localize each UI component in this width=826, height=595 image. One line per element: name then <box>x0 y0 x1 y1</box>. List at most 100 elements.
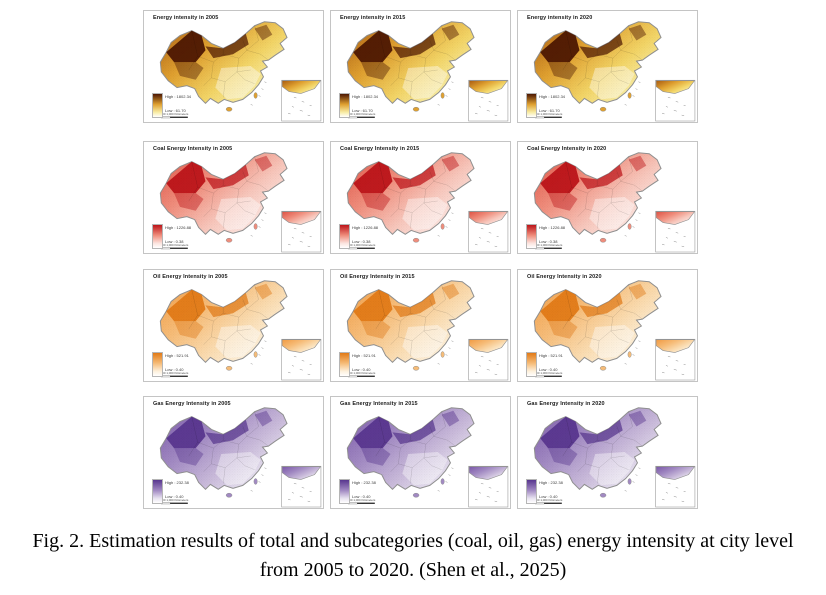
china-choropleth-map: 0 250 500 1,000 Kilometers <box>152 407 322 508</box>
scale-bar-label: 0 250 500 1,000 Kilometers <box>152 112 188 116</box>
china-choropleth-map: 0 250 500 1,000 Kilometers <box>526 280 696 381</box>
scale-bar-label: 0 250 500 1,000 Kilometers <box>526 371 562 375</box>
map-panel-total-energy-intensity-2015: 0 250 500 1,000 Kilometers Energy intens… <box>330 10 511 123</box>
legend-gradient-swatch <box>526 93 537 118</box>
taiwan-island <box>627 92 632 99</box>
hainan-island <box>225 237 233 243</box>
scale-bar-label: 0 250 500 1,000 Kilometers <box>526 112 562 116</box>
legend-gradient-swatch <box>152 224 163 249</box>
legend-high-label: High : 521.91 <box>539 353 563 358</box>
legend-low-label: Low : 0.40 <box>539 494 558 499</box>
choropleth-shading <box>534 152 662 235</box>
south-china-sea-inset <box>281 338 322 381</box>
map-legend: High : 1802.34 Low : 61.70 <box>152 92 216 119</box>
taiwan-island <box>627 351 632 358</box>
map-title: Coal Energy Intensity in 2015 <box>340 146 420 152</box>
legend-gradient-swatch <box>339 479 350 504</box>
map-title: Coal Energy Intensity in 2005 <box>153 146 233 152</box>
legend-high-label: High : 232.38 <box>165 480 189 485</box>
taiwan-island <box>627 478 632 485</box>
scale-bar-label: 0 250 500 1,000 Kilometers <box>526 498 562 502</box>
legend-gradient-swatch <box>339 93 350 118</box>
legend-high-label: High : 1802.34 <box>352 94 379 99</box>
map-title: Gas Energy Intensity in 2015 <box>340 401 418 407</box>
hainan-island <box>599 106 607 112</box>
scale-bar-label: 0 250 500 1,000 Kilometers <box>339 112 375 116</box>
hainan-island <box>599 492 607 498</box>
south-china-sea-inset <box>468 338 509 381</box>
legend-gradient-swatch <box>526 352 537 377</box>
legend-gradient-swatch <box>152 352 163 377</box>
legend-gradient-swatch <box>152 93 163 118</box>
figure-grid: 0 250 500 1,000 Kilometers Energy intens… <box>143 10 698 509</box>
legend-high-label: High : 232.38 <box>352 480 376 485</box>
legend-high-label: High : 521.91 <box>352 353 376 358</box>
map-panel-total-energy-intensity-2005: 0 250 500 1,000 Kilometers Energy intens… <box>143 10 324 123</box>
taiwan-island <box>440 92 445 99</box>
hainan-island <box>412 237 420 243</box>
choropleth-shading <box>160 21 288 104</box>
choropleth-shading <box>160 152 288 235</box>
legend-low-label: Low : 0.40 <box>165 367 184 372</box>
legend-gradient-swatch <box>526 224 537 249</box>
legend-gradient-swatch <box>152 479 163 504</box>
map-panel-gas-energy-intensity-2020: 0 250 500 1,000 Kilometers Gas Energy In… <box>517 396 698 509</box>
south-china-sea-inset <box>468 465 509 508</box>
caption-line-1: Fig. 2. Estimation results of total and … <box>32 530 794 552</box>
map-title: Energy intensity in 2005 <box>153 15 219 21</box>
scale-bar-label: 0 250 500 1,000 Kilometers <box>152 498 188 502</box>
map-panel-oil-energy-intensity-2020: 0 250 500 1,000 Kilometers Oil Energy In… <box>517 269 698 382</box>
map-panel-coal-energy-intensity-2005: 0 250 500 1,000 Kilometers Coal Energy I… <box>143 141 324 254</box>
map-legend: High : 1802.34 Low : 61.70 <box>339 92 403 119</box>
china-choropleth-map: 0 250 500 1,000 Kilometers <box>526 21 696 122</box>
legend-low-label: Low : 61.70 <box>165 108 186 113</box>
hainan-island <box>599 365 607 371</box>
map-panel-gas-energy-intensity-2015: 0 250 500 1,000 Kilometers Gas Energy In… <box>330 396 511 509</box>
china-choropleth-map: 0 250 500 1,000 Kilometers <box>152 280 322 381</box>
china-choropleth-map: 0 250 500 1,000 Kilometers <box>339 407 509 508</box>
choropleth-shading <box>347 280 475 363</box>
scale-bar-label: 0 250 500 1,000 Kilometers <box>152 371 188 375</box>
hainan-island <box>412 492 420 498</box>
caption-line-2: from 2005 to 2020. (Shen et al., 2025) <box>259 559 567 581</box>
legend-high-label: High : 521.91 <box>165 353 189 358</box>
choropleth-shading <box>534 407 662 490</box>
map-legend: High : 232.38 Low : 0.40 <box>339 478 403 505</box>
hainan-island <box>225 365 233 371</box>
south-china-sea-inset <box>655 465 696 508</box>
legend-low-label: Low : 0.38 <box>165 239 184 244</box>
south-china-sea-inset <box>468 210 509 253</box>
scale-bar-label: 0 250 500 1,000 Kilometers <box>526 243 562 247</box>
south-china-sea-inset <box>281 210 322 253</box>
map-panel-gas-energy-intensity-2005: 0 250 500 1,000 Kilometers Gas Energy In… <box>143 396 324 509</box>
map-legend: High : 232.38 Low : 0.40 <box>526 478 590 505</box>
china-choropleth-map: 0 250 500 1,000 Kilometers <box>339 280 509 381</box>
china-choropleth-map: 0 250 500 1,000 Kilometers <box>526 152 696 253</box>
legend-low-label: Low : 0.38 <box>352 239 371 244</box>
scale-bar-label: 0 250 500 1,000 Kilometers <box>339 498 375 502</box>
scale-bar-label: 0 250 500 1,000 Kilometers <box>152 243 188 247</box>
map-panel-coal-energy-intensity-2020: 0 250 500 1,000 Kilometers Coal Energy I… <box>517 141 698 254</box>
legend-high-label: High : 1226.88 <box>352 225 379 230</box>
legend-low-label: Low : 61.70 <box>539 108 560 113</box>
legend-gradient-swatch <box>339 352 350 377</box>
hainan-island <box>599 237 607 243</box>
choropleth-shading <box>347 152 475 235</box>
map-legend: High : 521.91 Low : 0.40 <box>526 351 590 378</box>
hainan-island <box>225 106 233 112</box>
map-title: Oil Energy Intensity in 2015 <box>340 274 415 280</box>
map-panel-coal-energy-intensity-2015: 0 250 500 1,000 Kilometers Coal Energy I… <box>330 141 511 254</box>
map-legend: High : 1226.88 Low : 0.38 <box>152 223 216 250</box>
south-china-sea-inset <box>468 79 509 122</box>
legend-high-label: High : 232.38 <box>539 480 563 485</box>
map-title: Energy intensity in 2015 <box>340 15 406 21</box>
legend-low-label: Low : 61.70 <box>352 108 373 113</box>
choropleth-shading <box>534 280 662 363</box>
hainan-island <box>412 365 420 371</box>
south-china-sea-inset <box>655 210 696 253</box>
map-panel-total-energy-intensity-2020: 0 250 500 1,000 Kilometers Energy intens… <box>517 10 698 123</box>
legend-low-label: Low : 0.40 <box>352 494 371 499</box>
map-title: Gas Energy Intensity in 2005 <box>153 401 231 407</box>
legend-gradient-swatch <box>526 479 537 504</box>
china-choropleth-map: 0 250 500 1,000 Kilometers <box>339 152 509 253</box>
